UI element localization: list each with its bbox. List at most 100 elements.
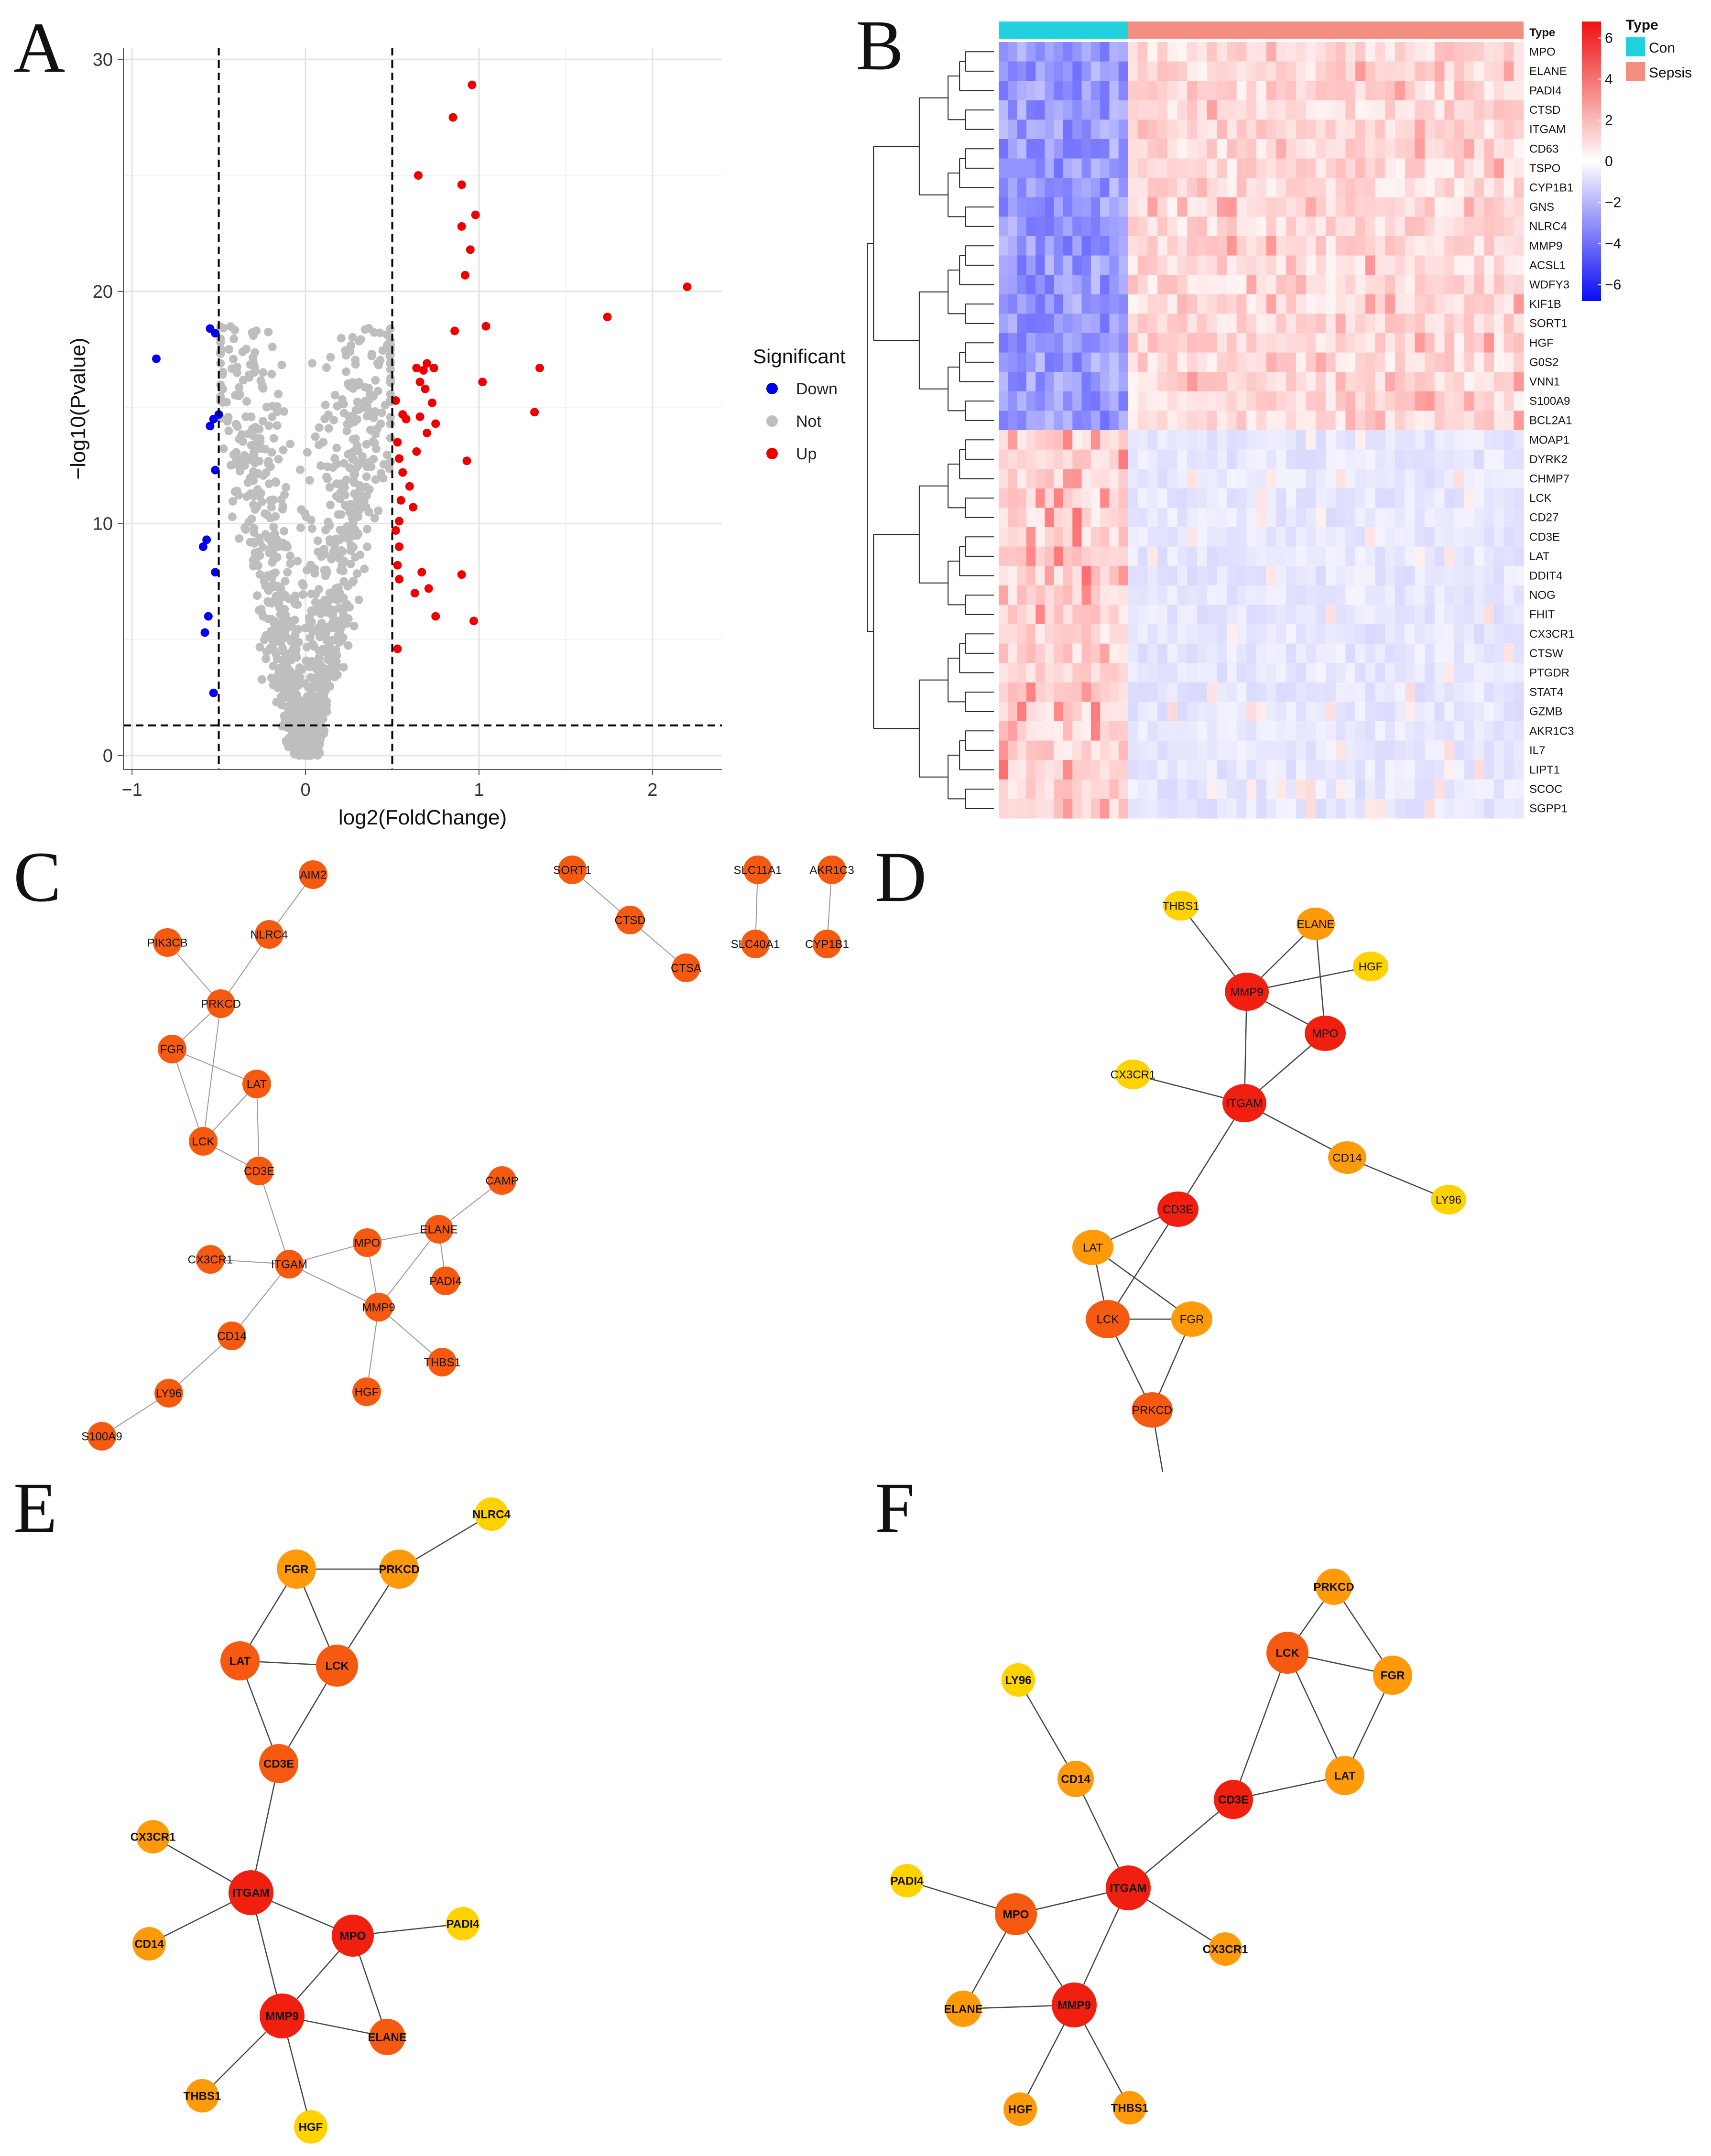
heatmap-cell: [1365, 508, 1376, 528]
heatmap-cell: [1395, 585, 1406, 605]
heatmap-cell: [1434, 294, 1445, 314]
heatmap-cell: [1017, 178, 1027, 198]
heatmap-cell: [1425, 779, 1435, 799]
gene-label: GZMB: [1529, 705, 1562, 718]
heatmap-cell: [1335, 566, 1346, 586]
gene-label: CX3CR1: [1529, 628, 1575, 640]
heatmap-cell: [1405, 100, 1415, 120]
heatmap-cell: [1276, 663, 1286, 683]
heatmap-cell: [1395, 449, 1406, 469]
heatmap-cell: [1035, 197, 1046, 217]
heatmap-cell: [1187, 139, 1198, 159]
heatmap-cell: [1493, 682, 1504, 702]
heatmap-cell: [1227, 682, 1237, 702]
heatmap-cell: [1128, 449, 1138, 469]
point-not-significant: [347, 341, 356, 350]
heatmap-cell: [1415, 740, 1425, 760]
heatmap-cell: [1026, 760, 1036, 780]
heatmap-cell: [1256, 352, 1267, 372]
heatmap-cell: [1157, 255, 1168, 275]
point-up: [466, 245, 475, 254]
heatmap-cell: [1246, 119, 1257, 140]
heatmap-cell: [1375, 139, 1385, 159]
heatmap-cell: [1157, 760, 1168, 780]
heatmap-cell: [1207, 178, 1217, 198]
heatmap-cell: [1276, 372, 1286, 392]
heatmap-cell: [1405, 721, 1415, 741]
volcano-plot: −1 0 1 20102030log2(FoldChange)−log10(Pvalu…: [66, 48, 846, 829]
point-not-significant: [272, 553, 282, 562]
heatmap-cell: [1395, 566, 1406, 586]
heatmap-cell: [1157, 682, 1168, 702]
heatmap-cell: [1345, 139, 1356, 159]
heatmap-cell: [1345, 605, 1356, 625]
heatmap-cell: [1118, 527, 1128, 547]
point-up: [421, 384, 430, 393]
heatmap-cell: [1464, 605, 1475, 625]
heatmap-cell: [1296, 119, 1307, 140]
heatmap-cell: [1345, 372, 1356, 392]
heatmap-cell: [1454, 100, 1465, 120]
panel-label-c: C: [13, 837, 62, 917]
heatmap-cell: [1187, 605, 1198, 625]
heatmap-cell: [1072, 799, 1082, 819]
point-up: [414, 171, 423, 180]
node-label: SLC11A1: [734, 864, 782, 877]
heatmap-cell: [1167, 119, 1178, 140]
node-circle: [1305, 1016, 1346, 1051]
heatmap-cell: [1236, 721, 1247, 741]
heatmap-cell: [1474, 546, 1484, 566]
heatmap-cell: [1137, 430, 1148, 450]
heatmap-cell: [1514, 294, 1524, 314]
heatmap-cell: [1081, 546, 1091, 566]
heatmap-cell: [1375, 275, 1385, 295]
point-not-significant: [301, 700, 310, 709]
heatmap-cell: [1335, 178, 1346, 198]
node-label: THBS1: [184, 2090, 221, 2102]
heatmap-cell: [1236, 585, 1247, 605]
heatmap-cell: [1276, 333, 1286, 353]
point-not-significant: [249, 467, 258, 476]
network-node-hgf: HGF: [352, 1377, 381, 1406]
heatmap-cell: [1118, 333, 1128, 353]
heatmap-cell: [1081, 740, 1091, 760]
heatmap-cell: [1425, 799, 1435, 819]
point-not-significant: [316, 632, 325, 641]
node-circle: [158, 1035, 186, 1063]
network-node-cx3cr1: CX3CR1: [1111, 1060, 1155, 1089]
heatmap-cell: [1316, 702, 1326, 722]
heatmap-cell: [1425, 255, 1435, 275]
heatmap-cell: [1100, 605, 1110, 625]
heatmap-cell: [1276, 81, 1286, 101]
heatmap-cell: [1286, 721, 1297, 741]
heatmap-cell: [1464, 197, 1475, 217]
point-not-significant: [234, 491, 243, 500]
network-node-cd14: CD14: [217, 1322, 247, 1350]
heatmap-cell: [1072, 779, 1082, 799]
node-label: LAT: [1083, 1241, 1103, 1254]
heatmap-cell: [1227, 197, 1237, 217]
heatmap-cell: [1306, 236, 1316, 256]
heatmap-cell: [1326, 411, 1336, 431]
point-not-significant: [323, 462, 332, 471]
network-node-akr1c3: AKR1C3: [809, 856, 854, 884]
heatmap-cell: [1026, 488, 1036, 508]
heatmap-cell: [1026, 42, 1036, 62]
heatmap-cell: [1236, 546, 1247, 566]
heatmap-cell: [1256, 527, 1267, 547]
heatmap-cell: [1045, 158, 1055, 178]
heatmap-cell: [1395, 119, 1406, 140]
heatmap-cell: [1375, 740, 1385, 760]
heatmap-cell: [1385, 585, 1395, 605]
heatmap-cell: [1504, 566, 1514, 586]
heatmap-cell: [1035, 178, 1046, 198]
heatmap-cell: [1227, 566, 1237, 586]
heatmap-cell: [1045, 663, 1055, 683]
colorbar-tick-label: 0: [1605, 154, 1613, 170]
heatmap-cell: [1296, 508, 1307, 528]
heatmap-cell: [1454, 643, 1465, 663]
heatmap-cell: [1395, 217, 1406, 237]
heatmap-cell: [1484, 663, 1494, 683]
heatmap-cell: [1434, 61, 1445, 81]
point-not-significant: [334, 510, 343, 519]
